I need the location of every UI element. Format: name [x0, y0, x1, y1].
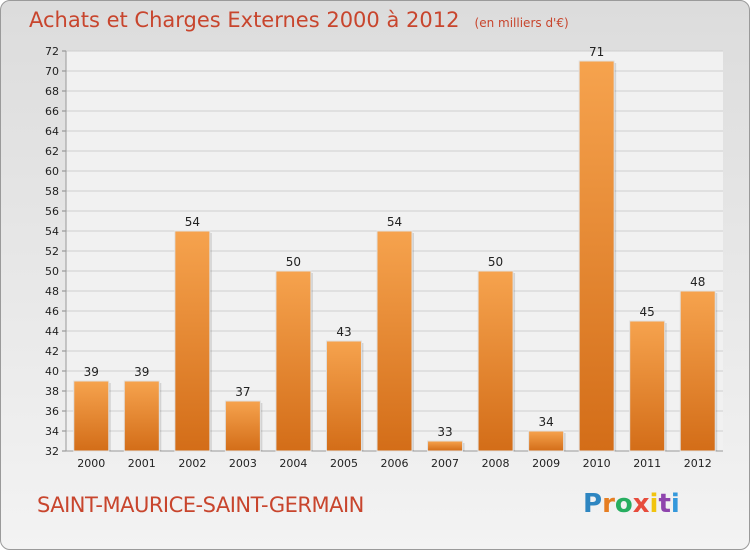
y-tick-label: 48 [45, 285, 59, 298]
bar-2008 [477, 270, 514, 452]
y-tick-label: 50 [45, 265, 59, 278]
data-label: 43 [336, 325, 351, 339]
bar-2007 [427, 440, 464, 452]
y-tick-label: 70 [45, 65, 59, 78]
data-label: 37 [235, 385, 250, 399]
y-tick-label: 72 [45, 45, 59, 58]
y-tick-label: 38 [45, 385, 59, 398]
x-tick-label: 2008 [482, 457, 510, 470]
x-tick-label: 2009 [532, 457, 560, 470]
y-tick-label: 32 [45, 445, 59, 458]
y-tick-label: 68 [45, 85, 59, 98]
bar-2001 [123, 380, 160, 452]
logo-letter: P [583, 489, 603, 519]
x-tick-label: 2001 [128, 457, 156, 470]
y-tick-label: 56 [45, 205, 59, 218]
bar-2012 [679, 290, 716, 452]
data-label: 48 [690, 275, 705, 289]
y-tick-label: 66 [45, 105, 59, 118]
y-tick-label: 36 [45, 405, 59, 418]
proxiti-logo[interactable]: Proxiti [583, 489, 680, 519]
y-tick-label: 58 [45, 185, 59, 198]
x-tick-label: 2011 [633, 457, 661, 470]
data-label: 71 [589, 45, 604, 59]
logo-letter: t [658, 489, 671, 519]
bar-2011 [629, 320, 666, 452]
y-tick-label: 34 [45, 425, 59, 438]
y-tick-label: 60 [45, 165, 59, 178]
bar-2009 [528, 430, 565, 452]
chart-title: Achats et Charges Externes 2000 à 2012 [29, 8, 460, 32]
bar-2002 [174, 230, 211, 452]
logo-letter: r [602, 489, 615, 519]
commune-name: SAINT-MAURICE-SAINT-GERMAIN [37, 493, 364, 517]
data-label: 50 [488, 255, 503, 269]
bar-2010 [578, 60, 615, 452]
bar-2006 [376, 230, 413, 452]
x-tick-label: 2012 [684, 457, 712, 470]
logo-letter: i [649, 489, 659, 519]
x-tick-label: 2007 [431, 457, 459, 470]
logo-letter: x [632, 489, 650, 519]
x-tick-label: 2010 [583, 457, 611, 470]
data-label: 54 [387, 215, 402, 229]
data-label: 39 [134, 365, 149, 379]
logo-letter: i [670, 489, 680, 519]
data-label: 33 [437, 425, 452, 439]
bar-2003 [224, 400, 261, 452]
y-tick-label: 46 [45, 305, 59, 318]
y-tick-label: 52 [45, 245, 59, 258]
y-tick-label: 44 [45, 325, 59, 338]
logo-letter: o [614, 489, 633, 519]
data-label: 39 [84, 365, 99, 379]
x-tick-label: 2002 [178, 457, 206, 470]
bar-2004 [275, 270, 312, 452]
x-tick-label: 2003 [229, 457, 257, 470]
x-tick-label: 2006 [381, 457, 409, 470]
bar-2005 [325, 340, 362, 452]
title-area: Achats et Charges Externes 2000 à 2012 (… [29, 8, 569, 32]
data-label: 34 [538, 415, 553, 429]
x-tick-label: 2005 [330, 457, 358, 470]
y-tick-label: 42 [45, 345, 59, 358]
x-tick-label: 2004 [279, 457, 307, 470]
data-label: 54 [185, 215, 200, 229]
chart-unit: (en milliers d'€) [474, 16, 569, 30]
data-label: 45 [640, 305, 655, 319]
bar-2000 [73, 380, 110, 452]
x-tick-label: 2000 [77, 457, 105, 470]
y-tick-label: 40 [45, 365, 59, 378]
y-tick-label: 62 [45, 145, 59, 158]
data-label: 50 [286, 255, 301, 269]
y-tick-label: 64 [45, 125, 59, 138]
y-tick-label: 54 [45, 225, 59, 238]
